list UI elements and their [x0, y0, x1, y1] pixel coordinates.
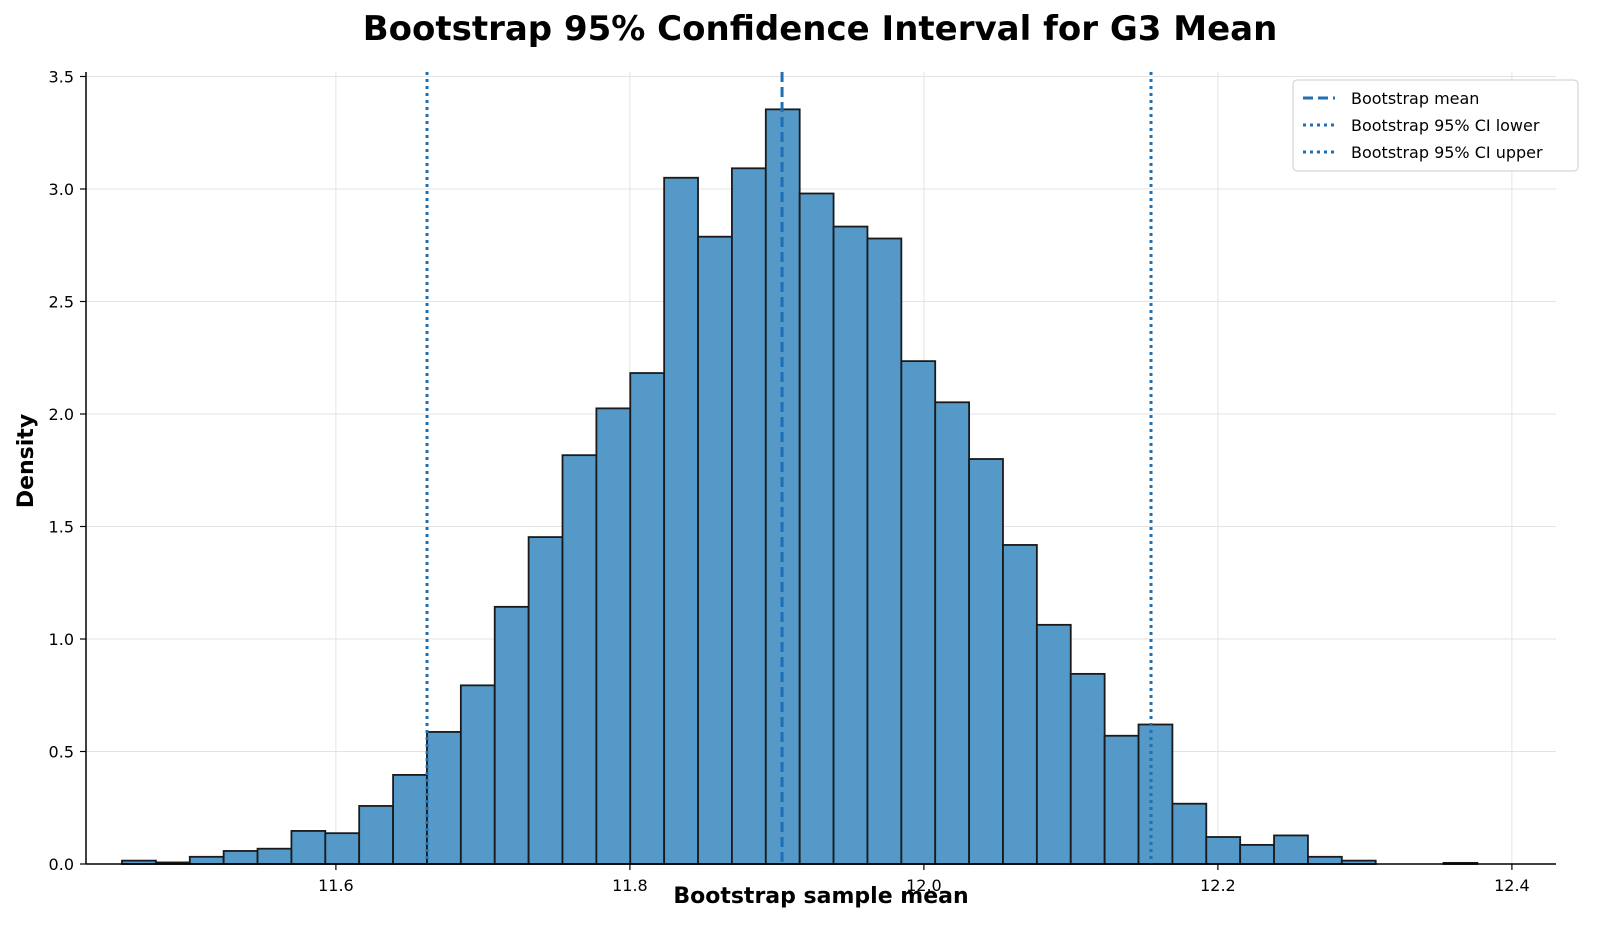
histogram-bar	[459, 684, 496, 865]
histogram-bar	[866, 237, 903, 865]
histogram-bar	[392, 774, 428, 865]
x-tick-label: 12.2	[1200, 876, 1236, 895]
y-axis-ticks: 0.0 0.5 1.0 1.5 2.0 2.5 3.0 3.5	[49, 68, 86, 874]
histogram-bar	[731, 167, 767, 865]
histogram-bar	[1137, 723, 1174, 865]
histogram-bar	[256, 847, 293, 865]
x-tick-label: 11.6	[318, 876, 354, 895]
x-axis-label: Bootstrap sample mean	[673, 884, 968, 909]
histogram-bar	[290, 830, 327, 865]
histogram-bar	[1103, 734, 1140, 865]
x-axis-ticks: 11.6 11.8 12.0 12.2 12.4	[318, 864, 1530, 895]
y-tick-label: 0.0	[49, 855, 74, 874]
histogram-bar	[1002, 544, 1038, 865]
legend-box	[1292, 79, 1579, 172]
histogram-bar	[1035, 623, 1072, 865]
histogram-bar	[493, 605, 530, 865]
legend-entry: Bootstrap 95% CI lower	[1351, 116, 1540, 135]
y-tick-label: 0.5	[49, 743, 74, 762]
histogram-bar	[1069, 672, 1106, 865]
histogram-bar	[1273, 834, 1309, 865]
histogram-bar	[188, 855, 225, 865]
x-tick-label: 11.8	[612, 876, 648, 895]
histogram-bar	[561, 454, 598, 865]
y-tick-label: 2.5	[49, 293, 74, 312]
histogram-bar	[358, 805, 394, 865]
histogram-bar	[832, 225, 869, 865]
legend: Bootstrap mean Bootstrap 95% CI lower Boot…	[1292, 79, 1579, 172]
y-axis-label: Density	[14, 414, 39, 508]
x-tick-label: 12.0	[906, 876, 942, 895]
histogram-bars	[121, 108, 1479, 865]
histogram-bar	[900, 360, 937, 865]
histogram-bar	[527, 536, 564, 865]
histogram-bar	[595, 407, 632, 865]
histogram-bar	[222, 850, 259, 865]
histogram-bar	[798, 192, 835, 865]
histogram-bar	[663, 176, 699, 865]
histogram-bar	[426, 731, 462, 865]
histogram-bar	[324, 832, 361, 865]
histogram-bar	[1307, 855, 1343, 865]
histogram-bar	[1239, 843, 1275, 865]
histogram-bar	[629, 372, 666, 865]
legend-entry: Bootstrap 95% CI upper	[1351, 143, 1543, 162]
histogram-bar	[968, 458, 1004, 865]
x-tick-label: 12.4	[1494, 876, 1530, 895]
reference-lines	[425, 72, 1153, 864]
chart-title: Bootstrap 95% Confidence Interval for G3…	[363, 9, 1278, 49]
legend-entry: Bootstrap mean	[1351, 89, 1479, 108]
y-tick-label: 1.0	[49, 630, 74, 649]
y-tick-label: 1.5	[49, 518, 74, 537]
histogram-bar	[1205, 836, 1242, 865]
y-tick-label: 3.0	[49, 180, 74, 199]
axes	[85, 72, 1556, 865]
y-tick-label: 2.0	[49, 405, 74, 424]
histogram-bar	[697, 235, 733, 865]
histogram-bar	[934, 401, 971, 865]
histogram-bar	[1171, 802, 1208, 865]
y-tick-label: 3.5	[49, 68, 74, 87]
